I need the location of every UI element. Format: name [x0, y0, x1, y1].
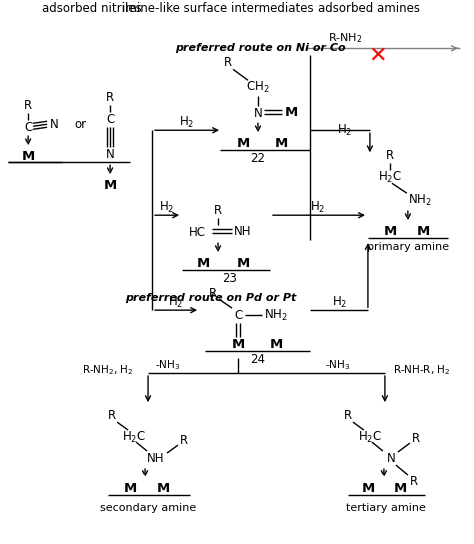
Text: or: or [74, 118, 86, 131]
Text: HC: HC [189, 226, 206, 239]
Text: 24: 24 [250, 353, 265, 366]
Text: N: N [106, 148, 114, 160]
Text: M: M [237, 137, 250, 150]
Text: R: R [214, 203, 222, 217]
Text: R: R [106, 91, 114, 104]
Text: H$_2$C: H$_2$C [378, 170, 402, 185]
Text: adsorbed nitriles: adsorbed nitriles [42, 2, 142, 15]
Text: M: M [361, 481, 374, 494]
Text: 22: 22 [250, 152, 265, 165]
Text: R: R [412, 431, 420, 444]
Text: R: R [180, 434, 188, 447]
Text: C: C [106, 113, 114, 126]
Text: R-NH$_2$: R-NH$_2$ [328, 32, 362, 45]
Text: NH: NH [234, 225, 252, 238]
Text: R: R [386, 149, 394, 162]
Text: R: R [344, 409, 352, 422]
Text: adsorbed amines: adsorbed amines [318, 2, 420, 15]
Text: H$_2$: H$_2$ [159, 200, 175, 215]
Text: preferred route on Pd or Pt: preferred route on Pd or Pt [125, 293, 296, 303]
Text: R-NH$_2$, H$_2$: R-NH$_2$, H$_2$ [82, 363, 134, 377]
Text: preferred route on Ni or Co: preferred route on Ni or Co [175, 44, 346, 53]
Text: R: R [209, 287, 217, 300]
Text: ✕: ✕ [369, 45, 387, 65]
Text: 23: 23 [223, 271, 237, 285]
Text: primary amine: primary amine [367, 242, 449, 252]
Text: H$_2$: H$_2$ [168, 295, 184, 310]
Text: M: M [237, 257, 250, 270]
Text: H$_2$C: H$_2$C [122, 430, 146, 444]
Text: H$_2$: H$_2$ [337, 123, 353, 138]
Text: C: C [235, 308, 243, 322]
Text: R: R [24, 99, 32, 112]
Text: H$_2$C: H$_2$C [358, 430, 382, 444]
Text: M: M [21, 150, 35, 163]
Text: tertiary amine: tertiary amine [346, 503, 426, 513]
Text: C: C [24, 121, 32, 134]
Text: M: M [196, 257, 210, 270]
Text: M: M [103, 179, 117, 191]
Text: R: R [108, 409, 116, 422]
Text: M: M [274, 137, 288, 150]
Text: R: R [410, 474, 418, 487]
Text: -NH$_3$: -NH$_3$ [155, 358, 180, 372]
Text: M: M [393, 481, 407, 494]
Text: secondary amine: secondary amine [100, 503, 196, 513]
Text: NH$_2$: NH$_2$ [408, 193, 432, 208]
Text: M: M [123, 481, 137, 494]
Text: R-NH-R, H$_2$: R-NH-R, H$_2$ [393, 363, 450, 377]
Text: N: N [50, 118, 58, 131]
Text: N: N [386, 452, 395, 465]
Text: imine-like surface intermediates: imine-like surface intermediates [122, 2, 314, 15]
Text: R: R [224, 56, 232, 69]
Text: CH$_2$: CH$_2$ [246, 80, 270, 95]
Text: M: M [416, 225, 429, 238]
Text: H$_2$: H$_2$ [310, 200, 326, 215]
Text: H$_2$: H$_2$ [179, 115, 195, 130]
Text: M: M [383, 225, 397, 238]
Text: M: M [156, 481, 170, 494]
Text: N: N [254, 107, 263, 120]
Text: -NH$_3$: -NH$_3$ [325, 358, 350, 372]
Text: M: M [231, 338, 245, 351]
Text: NH: NH [147, 452, 165, 465]
Text: NH$_2$: NH$_2$ [264, 307, 288, 323]
Text: M: M [284, 106, 298, 119]
Text: H$_2$: H$_2$ [332, 295, 347, 310]
Text: M: M [269, 338, 283, 351]
